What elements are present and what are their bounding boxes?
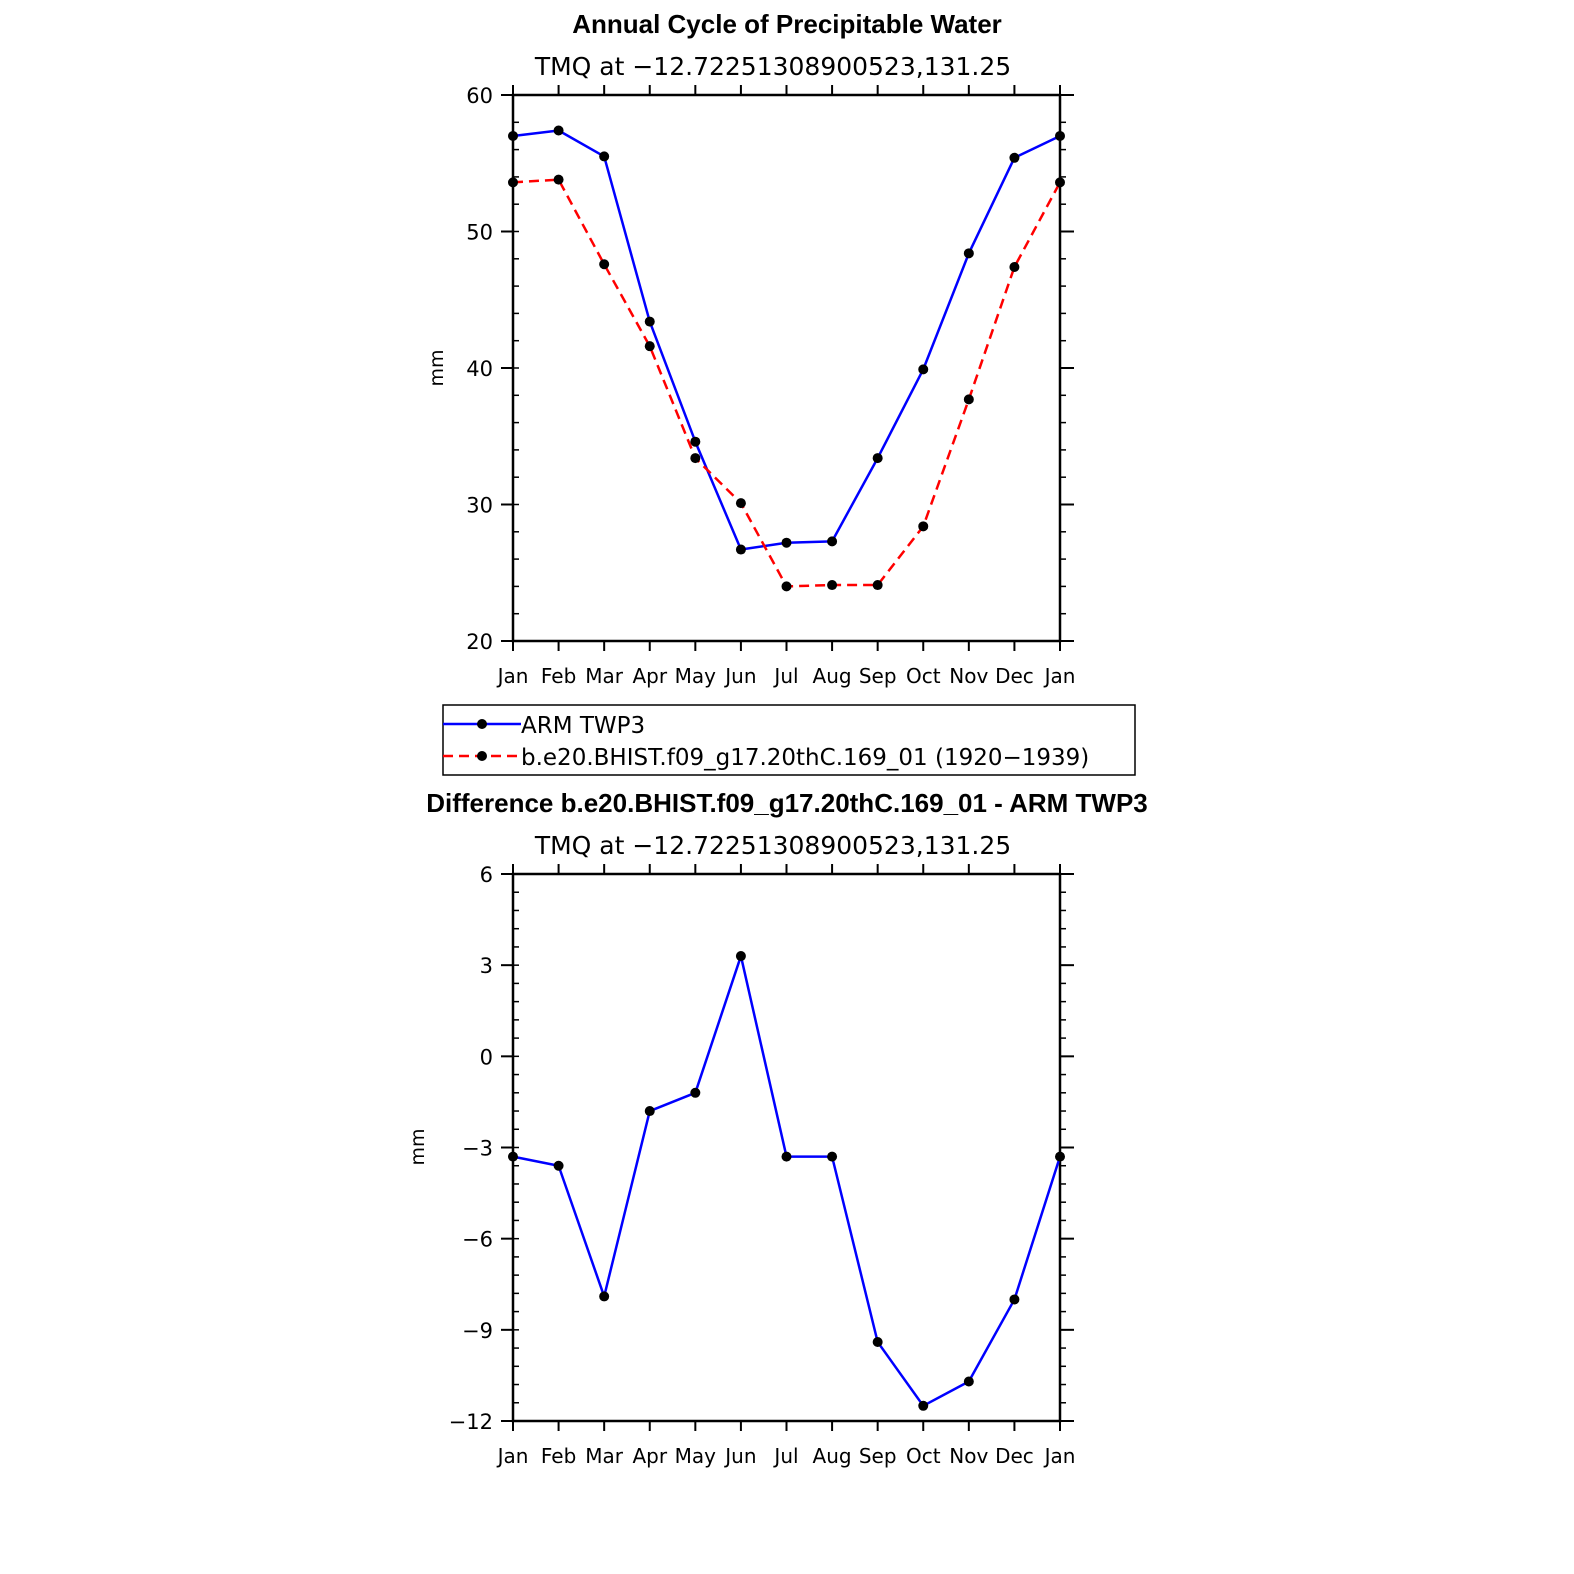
data-point-1 bbox=[827, 580, 838, 591]
y-tick-label: −9 bbox=[462, 1319, 493, 1343]
x-tick-label: May bbox=[675, 1444, 717, 1468]
panel-difference: Difference b.e20.BHIST.f09_g17.20thC.169… bbox=[407, 788, 1148, 1468]
data-point-1 bbox=[781, 581, 792, 592]
data-point-0 bbox=[918, 1400, 929, 1411]
data-point-0 bbox=[508, 1151, 518, 1162]
legend-label-arm: ARM TWP3 bbox=[521, 713, 645, 739]
x-tick-label: Jan bbox=[1043, 1444, 1076, 1468]
panel-annual-cycle: Annual Cycle of Precipitable Water TMQ a… bbox=[426, 9, 1075, 688]
legend-label-model: b.e20.BHIST.f09_g17.20thC.169_01 (1920−1… bbox=[521, 745, 1089, 771]
data-point-0 bbox=[781, 537, 792, 548]
plot-area: Jan Feb Mar Apr May Jun Jul Aug Sep Oct Nov Dec Jan2… bbox=[466, 84, 1075, 688]
x-tick-label: Mar bbox=[585, 1444, 624, 1468]
y-tick-label: −6 bbox=[462, 1228, 493, 1252]
x-tick-label: Jan bbox=[1043, 664, 1076, 688]
data-point-0 bbox=[644, 316, 655, 327]
data-point-1 bbox=[1055, 177, 1065, 188]
data-point-0 bbox=[827, 1151, 838, 1162]
x-tick-label: Jun bbox=[723, 664, 756, 688]
chart-title: Annual Cycle of Precipitable Water bbox=[572, 9, 1002, 39]
plot-frame bbox=[511, 93, 1062, 643]
y-axis-label: mm bbox=[426, 349, 448, 386]
data-point-0 bbox=[872, 1336, 883, 1347]
plot-area: Jan Feb Mar Apr May Jun Jul Aug Sep Oct Nov Dec Jan−… bbox=[449, 863, 1076, 1468]
x-tick-label: Dec bbox=[995, 664, 1034, 688]
data-point-1 bbox=[735, 498, 746, 509]
data-point-0 bbox=[644, 1106, 655, 1117]
legend-marker-model bbox=[477, 751, 487, 761]
plot-frame bbox=[511, 872, 1062, 1423]
chart-subtitle: TMQ at −12.72251308900523,131.25 bbox=[534, 52, 1011, 81]
data-point-1 bbox=[872, 580, 883, 591]
data-point-0 bbox=[508, 130, 518, 141]
y-tick-label: 60 bbox=[466, 84, 493, 108]
data-point-1 bbox=[918, 521, 929, 532]
chart-subtitle: TMQ at −12.72251308900523,131.25 bbox=[534, 831, 1011, 860]
y-tick-label: 50 bbox=[466, 221, 493, 245]
x-tick-label: Mar bbox=[585, 664, 624, 688]
x-tick-label: Apr bbox=[632, 664, 667, 688]
x-tick-label: Oct bbox=[906, 1444, 941, 1468]
x-tick-label: Aug bbox=[813, 664, 852, 688]
data-point-0 bbox=[781, 1151, 792, 1162]
x-tick-label: Sep bbox=[859, 1444, 897, 1468]
y-tick-label: −3 bbox=[462, 1137, 493, 1161]
y-tick-label: 30 bbox=[466, 494, 493, 518]
data-point-0 bbox=[918, 364, 929, 375]
series-line-0 bbox=[512, 129, 1061, 551]
data-point-0 bbox=[735, 951, 746, 962]
x-tick-label: Feb bbox=[541, 664, 576, 688]
y-tick-label: 3 bbox=[480, 954, 493, 978]
legend-marker-arm bbox=[477, 719, 487, 729]
data-point-0 bbox=[1009, 152, 1020, 163]
y-axis-label: mm bbox=[407, 1128, 429, 1165]
x-tick-label: Nov bbox=[949, 1444, 988, 1468]
x-tick-label: Apr bbox=[632, 1444, 667, 1468]
data-point-0 bbox=[690, 436, 701, 447]
data-point-0 bbox=[599, 151, 610, 162]
data-point-1 bbox=[963, 394, 974, 405]
y-tick-label: 20 bbox=[466, 630, 493, 654]
legend: ARM TWP3 b.e20.BHIST.f09_g17.20thC.169_0… bbox=[442, 704, 1136, 776]
data-point-0 bbox=[1009, 1294, 1020, 1305]
data-point-0 bbox=[1055, 1151, 1065, 1162]
data-point-1 bbox=[1009, 261, 1020, 272]
data-point-1 bbox=[690, 453, 701, 464]
x-tick-label: Jul bbox=[772, 664, 798, 688]
x-tick-label: Aug bbox=[813, 1444, 852, 1468]
x-tick-label: Oct bbox=[906, 664, 941, 688]
data-point-0 bbox=[963, 1376, 974, 1387]
x-tick-label: Jul bbox=[772, 1444, 798, 1468]
series-line-1 bbox=[512, 178, 1062, 588]
x-tick-label: Dec bbox=[995, 1444, 1034, 1468]
data-point-1 bbox=[644, 341, 655, 352]
x-tick-label: Feb bbox=[541, 1444, 576, 1468]
data-point-0 bbox=[963, 248, 974, 259]
data-point-1 bbox=[508, 177, 518, 188]
y-tick-label: 6 bbox=[480, 863, 493, 887]
data-point-0 bbox=[599, 1291, 610, 1302]
x-tick-label: Jan bbox=[496, 1444, 529, 1468]
x-tick-label: Sep bbox=[859, 664, 897, 688]
x-tick-label: Jun bbox=[723, 1444, 756, 1468]
data-point-1 bbox=[599, 259, 610, 270]
y-tick-label: 40 bbox=[466, 357, 493, 381]
data-point-0 bbox=[827, 536, 838, 547]
chart-title: Difference b.e20.BHIST.f09_g17.20thC.169… bbox=[426, 788, 1148, 818]
data-point-0 bbox=[872, 453, 883, 464]
data-point-1 bbox=[553, 174, 564, 185]
y-tick-label: −12 bbox=[449, 1410, 493, 1434]
data-point-0 bbox=[553, 125, 564, 136]
y-tick-label: 0 bbox=[480, 1045, 493, 1069]
data-point-0 bbox=[553, 1160, 564, 1171]
data-point-0 bbox=[690, 1087, 701, 1098]
x-tick-label: Jan bbox=[496, 664, 529, 688]
x-tick-label: Nov bbox=[949, 664, 988, 688]
data-point-0 bbox=[735, 544, 746, 555]
x-tick-label: May bbox=[675, 664, 717, 688]
legend-box bbox=[442, 704, 1136, 776]
series-line-0 bbox=[512, 954, 1062, 1408]
data-point-0 bbox=[1055, 130, 1065, 141]
